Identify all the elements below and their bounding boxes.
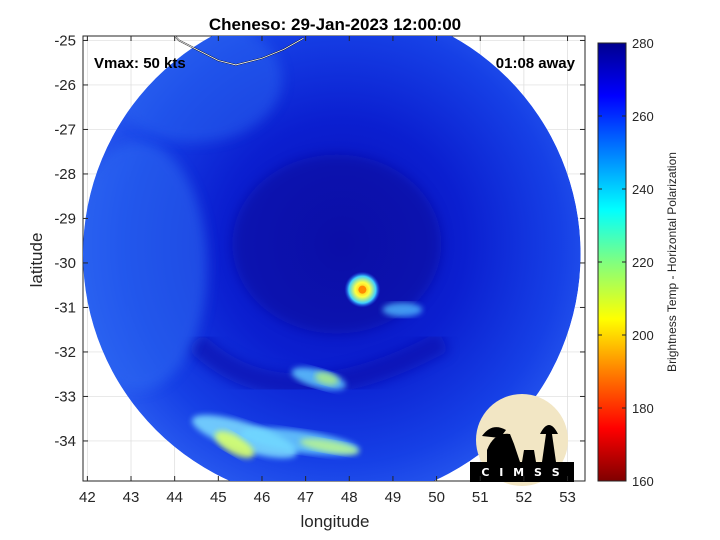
axis-ticks — [83, 36, 585, 481]
x-tick-label: 50 — [428, 489, 445, 506]
colorbar-tick-label: 280 — [632, 36, 654, 51]
southern-rainband — [214, 431, 255, 458]
logo-band — [470, 462, 574, 482]
logo-silhouette — [482, 425, 558, 462]
colorbar-tick-label: 260 — [632, 109, 654, 124]
colorbar-tick-label: 240 — [632, 182, 654, 197]
colorbar-tick-label: 180 — [632, 401, 654, 416]
microwave-swath — [83, 36, 581, 481]
swath-texture — [83, 36, 449, 459]
logo-text: C I M S S — [481, 466, 562, 479]
map-title: Cheneso: 29-Jan-2023 12:00:00 — [209, 15, 461, 34]
cold-core — [232, 154, 442, 334]
x-tick-label: 53 — [559, 489, 576, 506]
eye-warm-spot-core — [358, 285, 367, 294]
colorbar-tick-label: 220 — [632, 255, 654, 270]
y-tick-label: -28 — [54, 166, 76, 183]
y-tick-labels: -25 -26 -27 -28 -29 -30 -31 -32 -33 -34 — [54, 32, 76, 450]
x-tick-label: 43 — [123, 489, 140, 506]
southern-rainband — [299, 438, 360, 455]
y-tick-label: -31 — [54, 299, 76, 316]
inner-band — [382, 302, 423, 317]
x-axis-label: longitude — [300, 512, 369, 531]
colorbar-label: Brightness Temp - Horizontal Polarizatio… — [665, 152, 679, 372]
y-tick-label: -30 — [54, 255, 76, 272]
x-tick-label: 52 — [516, 489, 533, 506]
x-tick-label: 45 — [210, 489, 227, 506]
y-tick-label: -26 — [54, 77, 76, 94]
y-tick-label: -34 — [54, 433, 76, 450]
west-rim — [83, 142, 208, 391]
x-tick-labels: 42 43 44 45 46 47 48 49 50 51 52 53 — [79, 489, 576, 506]
x-tick-label: 51 — [472, 489, 489, 506]
colorbar-ticks: 280 260 240 220 200 180 160 — [598, 36, 654, 489]
y-tick-label: -32 — [54, 344, 76, 361]
x-tick-label: 42 — [79, 489, 96, 506]
cimss-logo: C I M S S — [470, 394, 574, 486]
y-tick-label: -25 — [54, 32, 76, 49]
vmax-label: Vmax: 50 kts — [94, 55, 186, 72]
x-tick-label: 48 — [341, 489, 358, 506]
x-tick-label: 44 — [166, 489, 183, 506]
y-tick-label: -29 — [54, 210, 76, 227]
x-tick-label: 47 — [297, 489, 314, 506]
colorbar-gradient — [597, 42, 627, 482]
x-tick-label: 46 — [254, 489, 271, 506]
y-axis-label: latitude — [27, 233, 46, 288]
cold-band — [187, 331, 449, 396]
western-band — [315, 372, 339, 386]
x-tick-label: 49 — [385, 489, 402, 506]
colorbar-tick-label: 200 — [632, 328, 654, 343]
colorbar-tick-label: 160 — [632, 474, 654, 489]
y-tick-label: -27 — [54, 121, 76, 138]
colorbar: 280 260 240 220 200 180 160 — [597, 36, 654, 489]
time-away-label: 01:08 away — [496, 55, 576, 72]
coastline-inner — [174, 36, 304, 66]
y-tick-label: -33 — [54, 388, 76, 405]
